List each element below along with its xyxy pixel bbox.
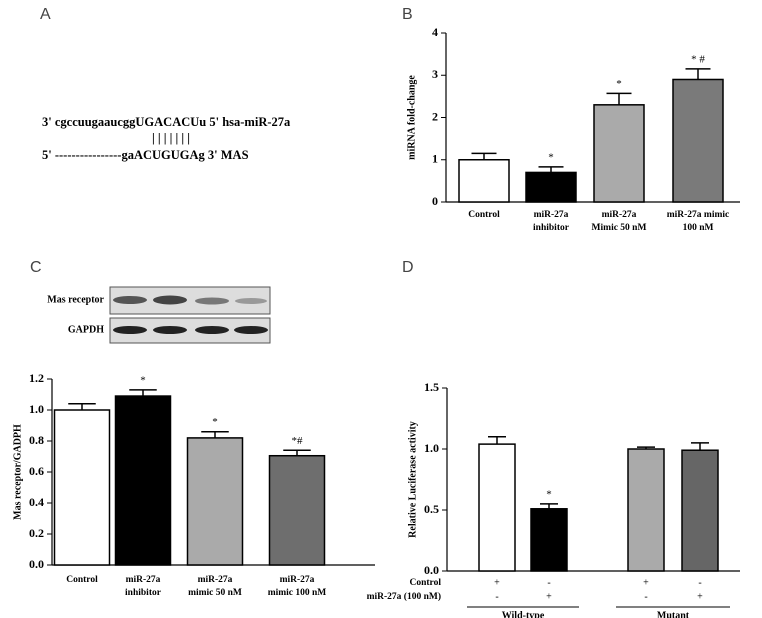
bar	[478, 443, 516, 572]
bar	[530, 508, 568, 572]
blot-label: GAPDH	[68, 324, 104, 335]
x-tick-label: miR-27a	[280, 575, 315, 585]
x-tick-label: miR-27a	[198, 575, 233, 585]
x-tick-label: Mimic 50 nM	[592, 223, 647, 233]
condition-sign: +	[643, 577, 649, 588]
x-tick-label: Control	[66, 575, 98, 585]
y-tick-label: 0.5	[424, 502, 439, 516]
x-tick-label: 100 nM	[683, 223, 714, 233]
band	[113, 296, 147, 304]
band	[153, 295, 187, 305]
x-tick-label: mimic 50 nM	[188, 588, 242, 598]
y-tick-label: 1	[432, 152, 438, 166]
x-tick-label: miR-27a	[534, 210, 569, 220]
y-axis-label: miRNA fold-change	[406, 75, 417, 160]
band	[235, 298, 267, 304]
group-label: Mutant	[657, 610, 690, 618]
y-tick-label: 4	[432, 25, 438, 39]
panel-label: C	[30, 259, 42, 276]
y-tick-label: 0.0	[424, 563, 439, 577]
y-tick-label: 0.8	[29, 433, 44, 447]
condition-label: Control	[410, 578, 442, 588]
x-tick-label: inhibitor	[533, 223, 570, 233]
y-tick-label: 0.2	[29, 526, 44, 540]
bar	[114, 395, 172, 566]
condition-sign: +	[494, 577, 500, 588]
sequence: 3' cgccuugaaucggUGACACUu 5' hsa-miR-27a	[42, 115, 291, 129]
x-tick-label: mimic 100 nM	[268, 588, 327, 598]
y-axis-label: Relative Luciferase activity	[407, 421, 418, 538]
bar	[268, 454, 326, 566]
x-tick-label: miR-27a mimic	[667, 210, 730, 220]
significance: * #	[691, 53, 705, 65]
group-label: Wild-type	[502, 610, 545, 618]
condition-label: miR-27a (100 nM)	[367, 591, 441, 602]
sequence: 5' ----------------gaACUGUGAg 3' MAS	[42, 148, 249, 162]
y-tick-label: 1.0	[29, 402, 44, 416]
western-blot: Mas receptor GAPDH	[47, 286, 271, 344]
x-tick-label: miR-27a	[126, 575, 161, 585]
blot-label: Mas receptor	[47, 294, 104, 305]
bar	[627, 448, 665, 572]
x-tick-label: miR-27a	[602, 210, 637, 220]
bar	[458, 159, 510, 203]
y-tick-label: 1.0	[424, 441, 439, 455]
y-tick-label: 1.2	[29, 371, 44, 385]
significance: *	[616, 78, 622, 90]
y-tick-label: 0	[432, 194, 438, 208]
x-tick-label: Control	[468, 210, 500, 220]
base-pairs: | | | | | | |	[152, 131, 190, 145]
condition-sign: -	[698, 577, 701, 588]
condition-sign: +	[697, 591, 703, 602]
y-tick-label: 3	[432, 67, 438, 81]
panel-label: B	[402, 6, 413, 23]
y-tick-label: 0.4	[29, 495, 44, 509]
condition-sign: -	[644, 591, 647, 602]
y-axis-label: Mas receptor/GADPH	[12, 424, 23, 520]
significance: *	[548, 151, 554, 163]
panel-label: D	[402, 259, 414, 276]
y-tick-label: 0.0	[29, 557, 44, 571]
band	[195, 326, 229, 334]
bar	[681, 449, 719, 572]
bar	[525, 171, 577, 203]
bar	[53, 409, 111, 566]
condition-sign: -	[547, 577, 550, 588]
band	[153, 326, 187, 334]
significance: *	[140, 374, 146, 386]
significance: *	[212, 416, 218, 428]
bar	[672, 78, 724, 203]
panel-label: A	[40, 6, 51, 23]
x-tick-label: inhibitor	[125, 588, 162, 598]
y-tick-label: 1.5	[424, 380, 439, 394]
significance: *	[546, 488, 552, 500]
condition-sign: -	[495, 591, 498, 602]
bar	[593, 104, 645, 203]
significance: *#	[292, 435, 304, 447]
band	[195, 297, 229, 305]
band	[234, 326, 268, 334]
bar	[186, 437, 244, 566]
band	[113, 326, 147, 334]
y-tick-label: 0.6	[29, 464, 44, 478]
condition-sign: +	[546, 591, 552, 602]
y-tick-label: 2	[432, 109, 438, 123]
